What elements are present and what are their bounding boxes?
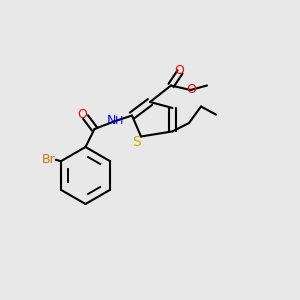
Text: O: O — [174, 64, 184, 77]
Text: O: O — [78, 108, 87, 121]
Text: H: H — [115, 116, 124, 127]
Text: O: O — [186, 82, 196, 96]
Text: Br: Br — [41, 153, 55, 166]
Text: S: S — [132, 135, 141, 149]
Text: N: N — [107, 113, 116, 127]
